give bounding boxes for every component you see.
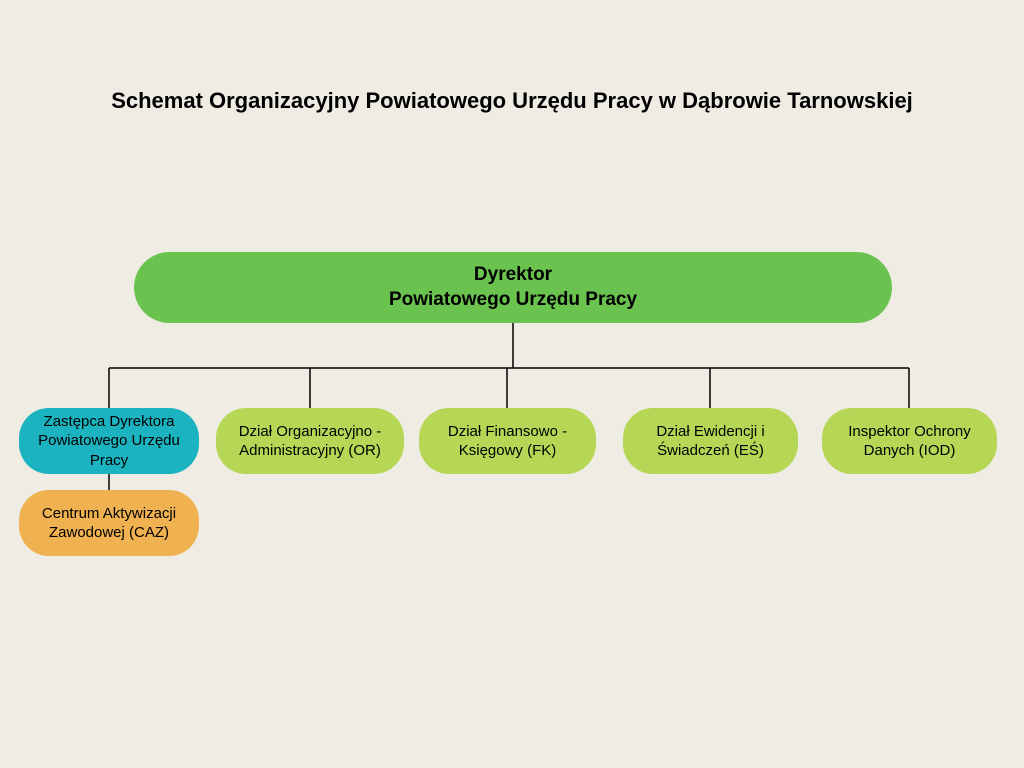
node-dept-iod-label: Inspektor Ochrony Danych (IOD): [832, 422, 987, 461]
connector-lines: [0, 0, 1024, 768]
node-caz-label: Centrum Aktywizacji Zawodowej (CAZ): [29, 504, 189, 543]
node-dept-fk-label: Dział Finansowo - Księgowy (FK): [429, 422, 586, 461]
chart-title: Schemat Organizacyjny Powiatowego Urzędu…: [0, 88, 1024, 114]
node-director-line1: Dyrektor: [389, 263, 637, 288]
node-dept-es-label: Dział Ewidencji i Świadczeń (EŚ): [633, 422, 788, 461]
node-director: Dyrektor Powiatowego Urzędu Pracy: [134, 252, 892, 323]
org-chart-canvas: Schemat Organizacyjny Powiatowego Urzędu…: [0, 0, 1024, 768]
node-caz: Centrum Aktywizacji Zawodowej (CAZ): [19, 490, 199, 556]
node-director-line2: Powiatowego Urzędu Pracy: [389, 288, 637, 313]
node-dept-iod: Inspektor Ochrony Danych (IOD): [822, 408, 997, 474]
node-dept-fk: Dział Finansowo - Księgowy (FK): [419, 408, 596, 474]
node-dept-or: Dział Organizacyjno - Administracyjny (O…: [216, 408, 404, 474]
node-deputy-label: Zastępca Dyrektora Powiatowego Urzędu Pr…: [29, 412, 189, 471]
node-dept-es: Dział Ewidencji i Świadczeń (EŚ): [623, 408, 798, 474]
node-deputy-director: Zastępca Dyrektora Powiatowego Urzędu Pr…: [19, 408, 199, 474]
node-dept-or-label: Dział Organizacyjno - Administracyjny (O…: [226, 422, 394, 461]
